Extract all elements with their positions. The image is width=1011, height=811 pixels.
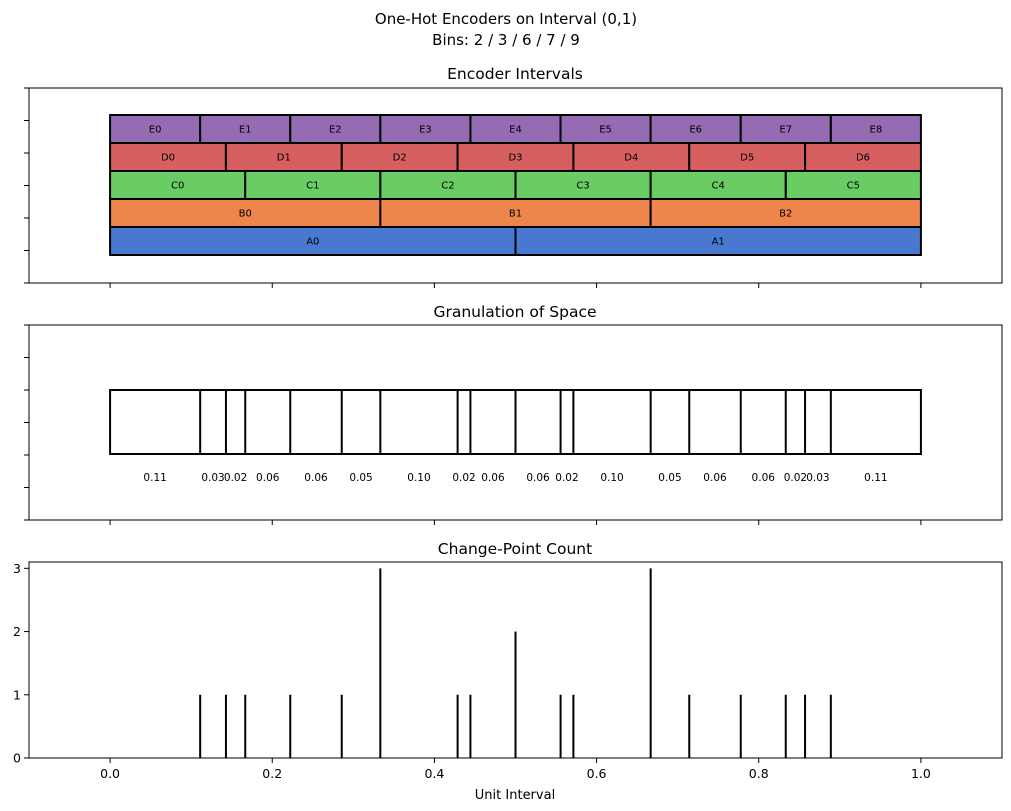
granulation-width-label-5: 0.05	[349, 472, 372, 484]
segment-label-a0: A0	[306, 237, 319, 248]
segment-label-e7: E7	[779, 125, 792, 136]
segment-e2	[289, 114, 382, 144]
segment-a0	[109, 226, 517, 256]
segment-label-c4: C4	[712, 181, 725, 192]
granulation-width-label-14: 0.06	[752, 472, 776, 484]
segment-label-c1: C1	[306, 181, 319, 192]
y-tick-label-0: 0	[13, 751, 21, 766]
granulation-width-label-9: 0.06	[526, 472, 550, 484]
segment-label-d1: D1	[277, 153, 291, 164]
granulation-title: Granulation of Space	[433, 303, 596, 321]
segment-label-b1: B1	[509, 209, 522, 220]
change-point-ticks: 0 1 2 3 0.0 0.2 0.4 0.6 0.8 1.0	[13, 561, 931, 781]
segment-e8	[829, 114, 922, 144]
granulation-width-label-8: 0.06	[481, 472, 505, 484]
segment-label-c5: C5	[847, 181, 860, 192]
segment-label-d0: D0	[161, 153, 175, 164]
segment-c2	[379, 170, 517, 200]
granulation-width-label-1: 0.03	[201, 472, 224, 484]
change-point-plot	[199, 568, 832, 758]
granulation-width-label-10: 0.02	[555, 472, 578, 484]
segment-label-a1: A1	[712, 237, 725, 248]
granulation-width-label-16: 0.03	[806, 472, 829, 484]
segment-c3	[514, 170, 652, 200]
granulation-panel: Granulation of Space 0.11 0.03 0.02 0.06 0.0…	[24, 303, 1003, 525]
granulation-width-label-2: 0.02	[224, 472, 247, 484]
encoder-intervals-plot: A0 A1 B0 B1 B2 C0 C1 C2 C3 C4 C5 D0 D1 D2 D3 D4 D5 D6 E0 E1…	[109, 114, 922, 256]
x-tick-label-5: 1.0	[911, 766, 931, 781]
segment-label-e1: E1	[239, 125, 252, 136]
x-tick-label-0: 0.0	[100, 766, 120, 781]
segment-e0	[109, 114, 202, 144]
segment-c5	[784, 170, 922, 200]
figure-subtitle: Bins: 2 / 3 / 6 / 7 / 9	[432, 31, 580, 49]
granulation-width-label-15: 0.02	[784, 472, 807, 484]
segment-e4	[469, 114, 562, 144]
x-tick-label-1: 0.2	[262, 766, 282, 781]
segment-e6	[649, 114, 742, 144]
x-axis-label: Unit Interval	[475, 788, 555, 803]
segment-c0	[109, 170, 247, 200]
segment-label-d3: D3	[508, 153, 522, 164]
segment-d6	[804, 142, 922, 172]
segment-label-e5: E5	[599, 125, 612, 136]
change-point-title: Change-Point Count	[438, 540, 592, 558]
segment-label-e0: E0	[149, 125, 162, 136]
segment-d5	[688, 142, 807, 172]
granulation-width-label-12: 0.05	[658, 472, 681, 484]
granulation-width-label-17: 0.11	[864, 472, 887, 484]
granulation-width-label-4: 0.06	[304, 472, 328, 484]
segment-c1	[244, 170, 382, 200]
segment-label-e3: E3	[419, 125, 432, 136]
segment-label-d5: D5	[740, 153, 754, 164]
segment-e1	[199, 114, 292, 144]
encoder-intervals-ticks	[24, 87, 922, 288]
granulation-width-label-0: 0.11	[143, 472, 166, 484]
segment-label-c3: C3	[576, 181, 589, 192]
y-tick-label-2: 2	[13, 624, 21, 639]
encoder-intervals-panel: Encoder Intervals A0 A1 B0 B1 B2 C0 C1 C2 C3 C4 C5…	[24, 65, 1003, 288]
segment-label-e8: E8	[870, 125, 883, 136]
segment-c4	[649, 170, 787, 200]
figure-title: One-Hot Encoders on Interval (0,1)	[375, 10, 637, 28]
y-tick-label-3: 3	[13, 561, 21, 576]
segment-label-c0: C0	[171, 181, 184, 192]
x-tick-label-2: 0.4	[424, 766, 444, 781]
encoder-intervals-title: Encoder Intervals	[447, 65, 583, 83]
granulation-width-label-3: 0.06	[256, 472, 280, 484]
change-point-frame	[28, 561, 1003, 759]
segment-label-b2: B2	[779, 209, 792, 220]
segment-label-d6: D6	[856, 153, 870, 164]
segment-d1	[224, 142, 343, 172]
granulation-plot: 0.11 0.03 0.02 0.06 0.06 0.05 0.10 0.02 0.06 0.06…	[109, 389, 922, 484]
x-tick-label-4: 0.8	[749, 766, 769, 781]
segment-d0	[109, 142, 227, 172]
segment-label-e6: E6	[689, 125, 702, 136]
change-point-panel: Change-Point Count 0 1 2 3 0.0 0.2 0.4 0.6 0.8 1.…	[13, 540, 1003, 803]
granulation-ticks	[24, 324, 922, 525]
segment-label-e4: E4	[509, 125, 522, 136]
granulation-width-label-7: 0.02	[452, 472, 475, 484]
segment-label-d4: D4	[624, 153, 638, 164]
granulation-width-label-11: 0.10	[600, 472, 623, 484]
granulation-width-label-13: 0.06	[703, 472, 727, 484]
segment-a1	[514, 226, 922, 256]
y-tick-label-1: 1	[13, 687, 21, 702]
segment-label-d2: D2	[393, 153, 407, 164]
segment-label-c2: C2	[441, 181, 454, 192]
segment-label-b0: B0	[239, 209, 252, 220]
x-tick-label-3: 0.6	[587, 766, 607, 781]
granulation-width-label-6: 0.10	[407, 472, 430, 484]
segment-label-e2: E2	[329, 125, 342, 136]
